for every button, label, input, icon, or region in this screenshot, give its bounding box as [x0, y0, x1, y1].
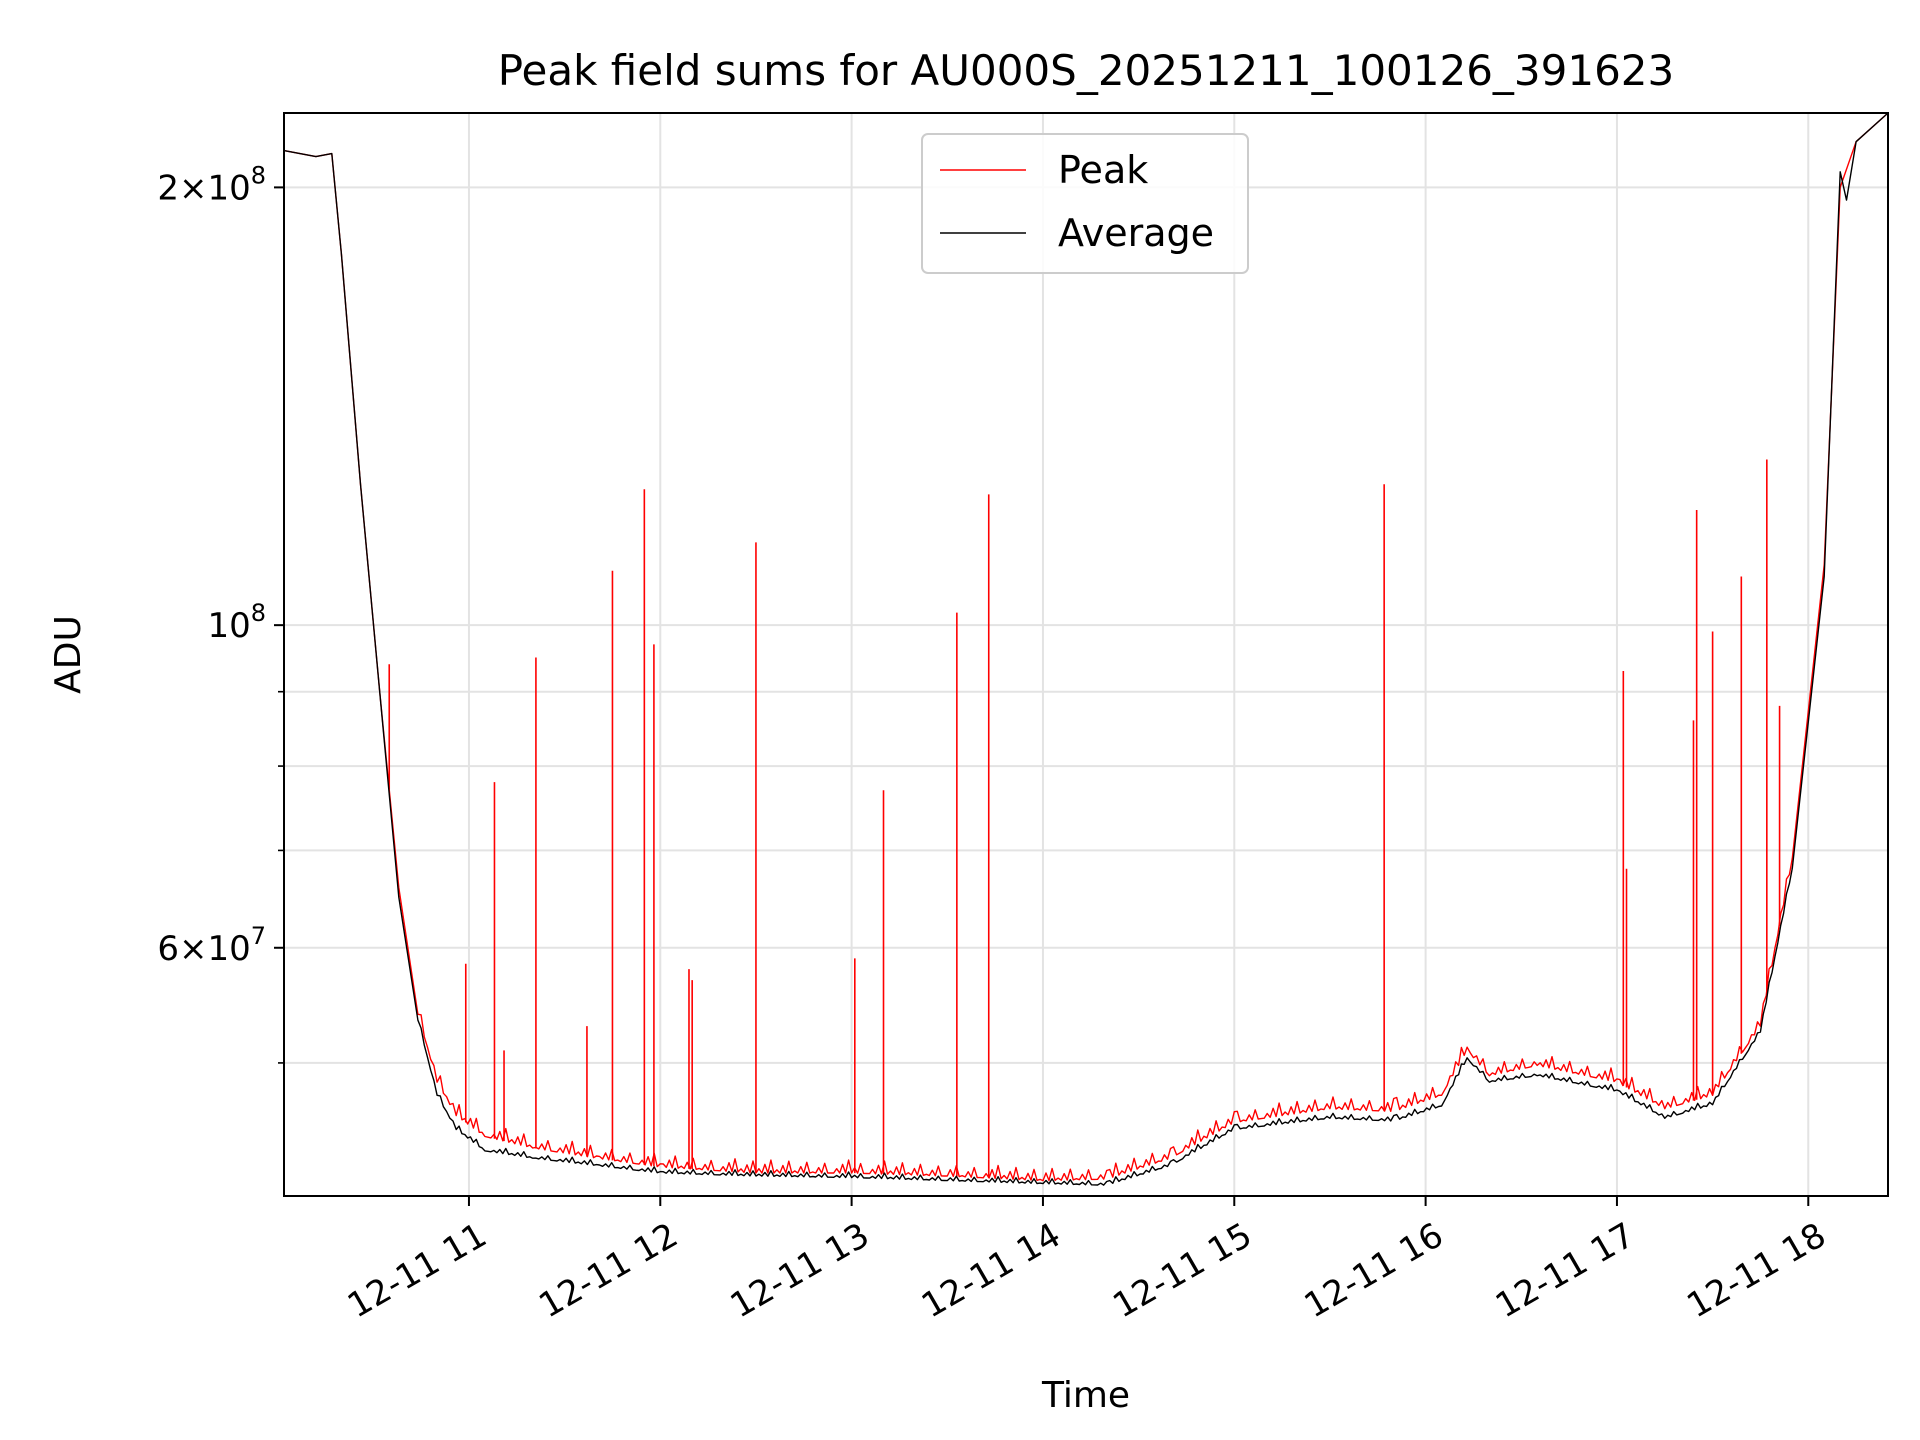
y-tick-label: 108 [207, 599, 266, 646]
series-layer [283, 112, 1889, 1186]
x-axis-label: Time [1041, 1375, 1130, 1416]
legend-box [921, 133, 1249, 274]
chart-title: Peak field sums for AU000S_20251211_1001… [498, 46, 1675, 95]
peak-spikes [388, 459, 1781, 1179]
y-tick-label: 6×107 [157, 922, 266, 969]
grid-lines [284, 113, 1888, 1196]
legend-peak-label: Peak [1058, 148, 1148, 192]
y-axis-ticks: 2×108 108 6×107 [157, 161, 284, 1064]
peak-series-line [283, 112, 1889, 1182]
legend: Peak Average [921, 133, 1249, 274]
legend-average-label: Average [1058, 211, 1214, 255]
y-axis-label: ADU [48, 615, 89, 694]
average-series-line [283, 112, 1889, 1186]
y-tick-label: 2×108 [157, 161, 266, 208]
plot-frame [283, 112, 1889, 1197]
